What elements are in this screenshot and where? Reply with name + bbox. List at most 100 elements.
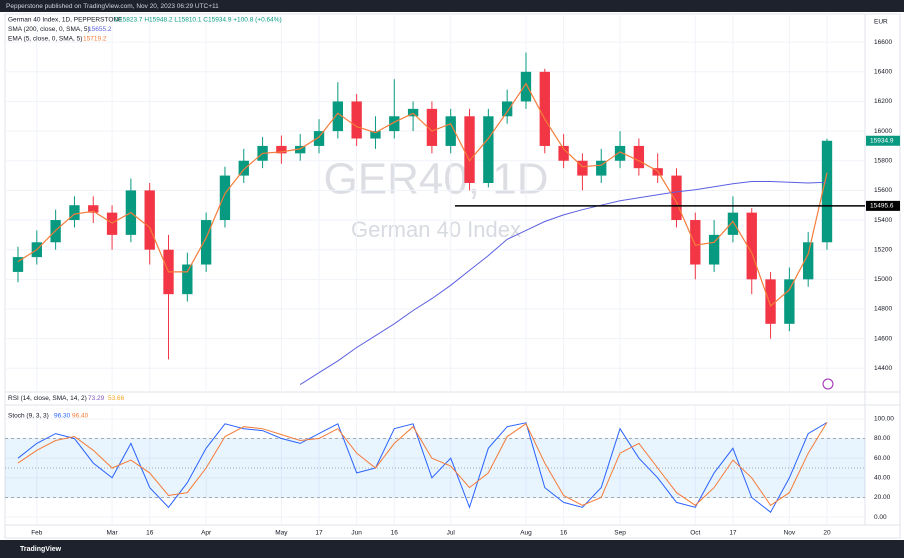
candle-body bbox=[614, 145, 626, 161]
candle-body bbox=[803, 242, 814, 280]
candle-body bbox=[464, 116, 475, 183]
x-tick-label: Aug bbox=[520, 530, 532, 537]
candle-body bbox=[295, 145, 306, 154]
candle-body bbox=[483, 116, 494, 183]
candle-body bbox=[106, 212, 118, 235]
candle-body bbox=[520, 71, 532, 102]
candle-body bbox=[238, 160, 249, 176]
x-tick-label: May bbox=[275, 530, 288, 537]
x-tick-label: Nov bbox=[784, 530, 796, 537]
line-series bbox=[17, 422, 828, 506]
event-icon[interactable] bbox=[822, 378, 834, 390]
candle-body bbox=[746, 212, 757, 280]
candle-body bbox=[200, 220, 212, 265]
y-tick-label: 40.00 bbox=[874, 475, 891, 482]
candle-body bbox=[671, 175, 682, 221]
y-tick-label: 80.00 bbox=[874, 435, 891, 442]
y-tick-label: 16600 bbox=[874, 39, 892, 46]
y-tick-label: 15600 bbox=[874, 187, 892, 194]
x-tick-label: Jun bbox=[351, 530, 362, 537]
y-tick-label: 15800 bbox=[874, 157, 892, 164]
price-tag-label: 15934.9 bbox=[870, 137, 894, 144]
y-tick-label: 14600 bbox=[874, 335, 892, 342]
x-tick-label: 16 bbox=[391, 530, 399, 537]
frame bbox=[4, 13, 901, 539]
y-tick-label: 0.00 bbox=[874, 514, 887, 521]
candle-body bbox=[88, 205, 99, 213]
y-tick-label: 16000 bbox=[874, 128, 892, 135]
candle-body bbox=[445, 116, 456, 146]
footer-brand: TradingView bbox=[20, 546, 62, 553]
candle-body bbox=[577, 160, 588, 176]
candle-body bbox=[351, 101, 362, 139]
y-tick-label: 16200 bbox=[874, 98, 892, 105]
candle-body bbox=[219, 175, 231, 221]
candle-body bbox=[389, 116, 400, 132]
price-tag bbox=[866, 135, 900, 146]
y-tick-label: 15200 bbox=[874, 246, 892, 253]
candle-body bbox=[407, 108, 419, 117]
legend-ohlc: O15823.7 H15948.2 L15810.1 C15934.9 +100… bbox=[114, 17, 282, 24]
legend-value: 15719.2 bbox=[83, 36, 107, 43]
y-tick-label: 15400 bbox=[874, 217, 892, 224]
candle-body bbox=[501, 101, 513, 117]
candle-body bbox=[708, 234, 720, 265]
candle-body bbox=[633, 145, 645, 169]
legend-title: German 40 Index, 1D, PEPPERSTONE bbox=[8, 17, 123, 24]
candle-body bbox=[821, 140, 833, 243]
price-tag bbox=[866, 200, 900, 211]
x-tick-label: Feb bbox=[31, 530, 43, 537]
price-tag-label: 15495.6 bbox=[870, 203, 894, 210]
candle-body bbox=[144, 190, 155, 250]
candle-body bbox=[539, 71, 550, 146]
stoch-label: Stoch (9, 3, 3) bbox=[8, 413, 49, 420]
candle-body bbox=[69, 205, 80, 221]
candle-body bbox=[182, 264, 193, 295]
candle-body bbox=[558, 145, 569, 161]
line-series bbox=[17, 422, 828, 513]
stoch-k-value: 96.30 bbox=[54, 413, 71, 420]
x-tick-label: Jul bbox=[447, 530, 456, 537]
line-series bbox=[299, 181, 828, 386]
legend-ema: EMA (5, close, 0, SMA, 5) bbox=[8, 36, 82, 43]
rsi-label: RSI (14, close, SMA, 14, 2) bbox=[8, 395, 87, 402]
footer-bar bbox=[0, 540, 904, 558]
candle-body bbox=[313, 131, 325, 146]
watermark: GER40, 1D bbox=[324, 155, 549, 204]
y-tick-label: 20.00 bbox=[874, 494, 891, 501]
candle-body bbox=[426, 108, 438, 146]
y-tick-label: 15000 bbox=[874, 276, 892, 283]
currency: EUR bbox=[874, 19, 888, 26]
plot-layer: 14400 14600 14800 15000 15200 15400 15600 15800… bbox=[5, 14, 900, 537]
watermark-subtitle: German 40 Index bbox=[351, 217, 521, 242]
x-tick-label: 16 bbox=[560, 530, 568, 537]
candle-body bbox=[727, 212, 739, 235]
rsi-value: 53.66 bbox=[108, 395, 125, 402]
candle-body bbox=[276, 145, 287, 154]
y-tick-label: 14400 bbox=[874, 365, 892, 372]
legend-sma: SMA (200, close, 0, SMA, 5) bbox=[8, 26, 90, 33]
x-tick-label: Oct bbox=[690, 530, 700, 537]
y-tick-label: 16400 bbox=[874, 69, 892, 76]
x-tick-label: 20 bbox=[823, 530, 831, 537]
legend-value: 15655.2 bbox=[88, 26, 112, 33]
y-tick-label: 100.00 bbox=[874, 416, 894, 423]
x-tick-label: 17 bbox=[315, 530, 323, 537]
stoch-d-value: 96.40 bbox=[72, 413, 89, 420]
y-tick-label: 60.00 bbox=[874, 455, 891, 462]
rsi-value: 73.29 bbox=[88, 395, 105, 402]
candle-body bbox=[784, 279, 795, 324]
candle-body bbox=[370, 131, 381, 139]
candle-body bbox=[332, 101, 344, 132]
line-series bbox=[17, 82, 828, 308]
candle-body bbox=[12, 257, 24, 272]
candle-body bbox=[765, 279, 776, 324]
x-tick-label: 17 bbox=[729, 530, 737, 537]
candle-body bbox=[596, 160, 607, 176]
x-tick-label: 16 bbox=[146, 530, 154, 537]
header-bar bbox=[0, 0, 904, 12]
y-tick-label: 14800 bbox=[874, 306, 892, 313]
x-tick-label: Apr bbox=[201, 530, 212, 537]
